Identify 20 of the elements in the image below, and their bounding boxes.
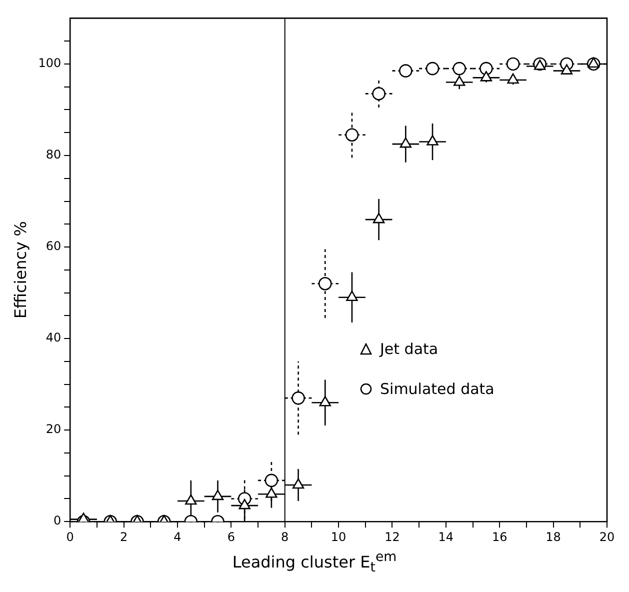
x-tick-label: 20: [599, 530, 615, 544]
x-tick-label: 12: [384, 530, 400, 544]
x-tick-label: 16: [492, 530, 508, 544]
x-tick-label: 0: [66, 530, 74, 544]
y-tick-label: 40: [46, 330, 62, 345]
x-tick-label: 18: [546, 530, 561, 544]
x-tick-label: 8: [281, 530, 289, 544]
x-tick-label: 14: [438, 530, 454, 544]
x-tick-label: 10: [330, 530, 346, 544]
legend-label: Jet data: [380, 340, 438, 358]
x-tick-label: 2: [120, 530, 128, 544]
y-tick-label: 20: [46, 422, 62, 436]
y-tick-label: 60: [46, 239, 62, 254]
y-tick-label: 100: [38, 56, 62, 70]
y-axis-title: Efficiency %: [10, 221, 30, 319]
x-tick-label: 6: [227, 530, 235, 544]
y-tick-label: 0: [53, 514, 62, 528]
y-tick-label: 80: [46, 148, 62, 162]
x-tick-label: 4: [174, 530, 182, 544]
legend-label: Simulated data: [380, 380, 494, 398]
